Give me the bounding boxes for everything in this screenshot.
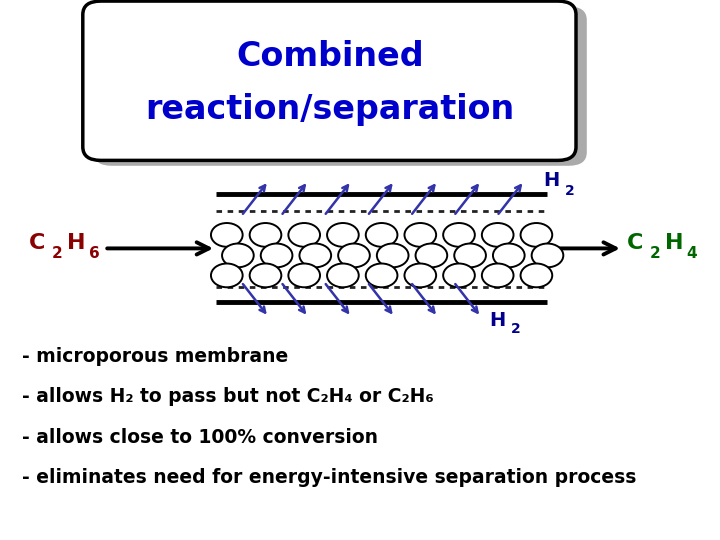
Circle shape <box>338 244 370 267</box>
Circle shape <box>377 244 408 267</box>
Circle shape <box>405 223 436 247</box>
Circle shape <box>261 244 292 267</box>
Text: - eliminates need for energy-intensive separation process: - eliminates need for energy-intensive s… <box>22 468 636 488</box>
Circle shape <box>454 244 486 267</box>
Circle shape <box>366 223 397 247</box>
Circle shape <box>211 264 243 287</box>
Text: - microporous membrane: - microporous membrane <box>22 347 288 366</box>
Text: C: C <box>29 233 45 253</box>
Text: H: H <box>490 311 506 330</box>
Text: 2: 2 <box>649 246 660 261</box>
Circle shape <box>405 264 436 287</box>
Circle shape <box>531 244 563 267</box>
Circle shape <box>288 223 320 247</box>
Circle shape <box>222 244 253 267</box>
Text: H: H <box>544 171 560 190</box>
Text: H: H <box>67 233 86 253</box>
Text: - allows H₂ to pass but not C₂H₄ or C₂H₆: - allows H₂ to pass but not C₂H₄ or C₂H₆ <box>22 387 433 407</box>
Text: H: H <box>665 233 683 253</box>
Text: C: C <box>626 233 643 253</box>
Circle shape <box>521 223 552 247</box>
Text: 2: 2 <box>52 246 63 261</box>
FancyBboxPatch shape <box>94 6 587 166</box>
Circle shape <box>327 223 359 247</box>
Text: 2: 2 <box>565 184 575 198</box>
Circle shape <box>443 264 474 287</box>
Circle shape <box>366 264 397 287</box>
Circle shape <box>250 223 282 247</box>
Circle shape <box>493 244 525 267</box>
Text: 2: 2 <box>511 322 521 336</box>
Circle shape <box>521 264 552 287</box>
Circle shape <box>327 264 359 287</box>
Text: 4: 4 <box>686 246 697 261</box>
Circle shape <box>288 264 320 287</box>
Circle shape <box>211 223 243 247</box>
Circle shape <box>415 244 447 267</box>
Text: reaction/separation: reaction/separation <box>145 92 514 126</box>
Text: Combined: Combined <box>236 40 423 73</box>
FancyBboxPatch shape <box>83 1 576 160</box>
Circle shape <box>250 264 282 287</box>
Circle shape <box>300 244 331 267</box>
Circle shape <box>443 223 474 247</box>
Circle shape <box>482 223 513 247</box>
Text: 6: 6 <box>89 246 99 261</box>
Circle shape <box>482 264 513 287</box>
Text: - allows close to 100% conversion: - allows close to 100% conversion <box>22 428 377 447</box>
